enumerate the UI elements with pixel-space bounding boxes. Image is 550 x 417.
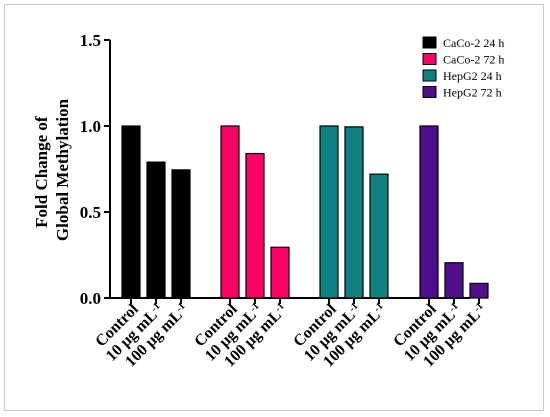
legend-label-0: CaCo-2 24 h: [443, 36, 504, 50]
bar-series-0-cat-0: [121, 125, 141, 299]
y-axis-title-line-2: Global Methylation: [53, 98, 72, 241]
legend-label-3: HepG2 72 h: [443, 86, 502, 100]
figure-frame: [4, 4, 544, 411]
bar-series-2-cat-0: [319, 125, 339, 299]
bar-series-0-cat-1: [146, 161, 166, 299]
legend-swatch-1: [422, 53, 437, 65]
legend-label-2: HepG2 24 h: [443, 69, 502, 83]
legend-swatch-0: [422, 36, 437, 49]
bar-series-2-cat-2: [369, 173, 389, 299]
bar-series-2-cat-1: [344, 126, 364, 299]
bar-series-1-cat-1: [245, 152, 265, 299]
legend: CaCo-2 24 h CaCo-2 72 h HepG2 24 h HepG2 72…: [422, 36, 504, 100]
bar-series-0-cat-2: [171, 169, 191, 299]
y-axis-title: Fold Change of Global Methylation: [32, 98, 72, 241]
bar-series-3-cat-1: [444, 262, 464, 299]
bar-series-3-cat-0: [419, 125, 439, 299]
y-tick-label-1: 0.5: [80, 203, 101, 222]
y-axis-title-line-1: Fold Change of: [32, 116, 51, 228]
bar-series-1-cat-2: [270, 246, 290, 299]
y-tick-label-0: 0.0: [80, 289, 101, 308]
legend-swatch-3: [422, 86, 437, 98]
bar-series-3-cat-2: [469, 282, 489, 299]
legend-swatch-2: [422, 69, 437, 82]
bar-series-1-cat-0: [220, 125, 240, 299]
y-tick-label-2: 1.0: [80, 117, 101, 136]
y-tick-label-3: 1.5: [80, 31, 101, 50]
legend-label-1: CaCo-2 72 h: [443, 53, 504, 67]
